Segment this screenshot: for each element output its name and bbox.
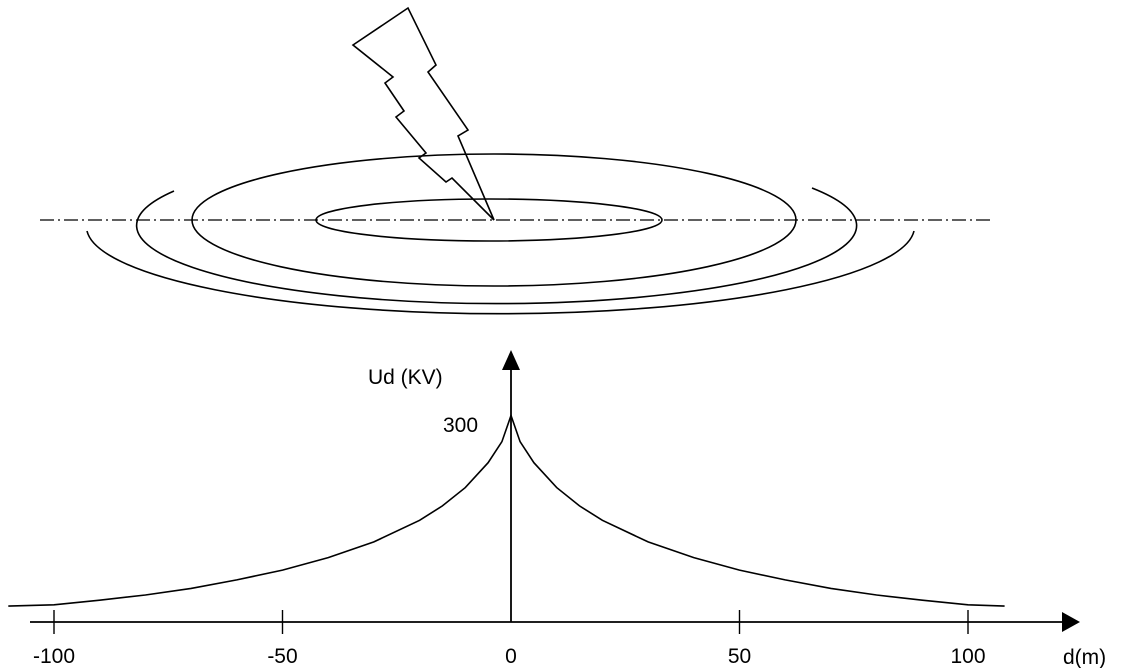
x-tick-label: 0 [505,645,517,668]
y-axis-arrow-icon [502,350,520,370]
x-tick-label: -100 [33,645,75,668]
x-axis-arrow-icon [1062,612,1080,632]
y-peak-label: 300 [443,414,478,437]
outermost-ring [86,230,915,315]
x-axis-label: d(m) [1063,646,1106,668]
lightning-bolt-icon [351,6,495,221]
y-axis-label: Ud (KV) [368,366,443,389]
x-axis-ticks [53,610,969,634]
potential-curve [8,413,1005,607]
x-axis-tick-labels: -100 -50 0 50 100 [33,645,986,668]
x-tick-label: 50 [728,645,751,668]
x-tick-label: -50 [267,645,297,668]
outer-ring [135,187,858,305]
x-tick-label: 100 [950,645,985,668]
